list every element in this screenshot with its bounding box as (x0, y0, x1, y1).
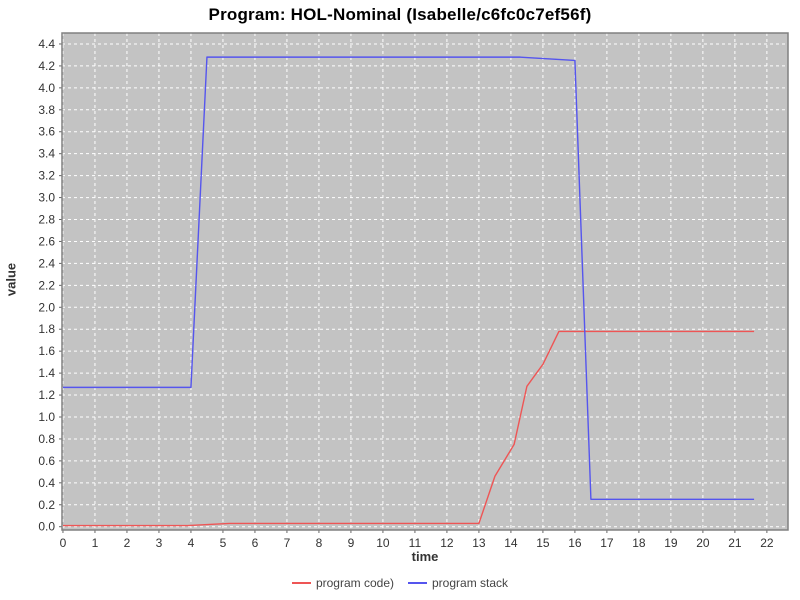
y-tick-label: 1.0 (38, 410, 55, 424)
x-tick-label: 13 (472, 536, 486, 550)
y-tick-label: 4.2 (38, 59, 55, 73)
y-tick-label: 2.6 (38, 234, 55, 248)
x-tick-label: 20 (696, 536, 710, 550)
y-tick-label: 3.4 (38, 147, 55, 161)
x-tick-label: 18 (632, 536, 646, 550)
y-tick-label: 1.8 (38, 322, 55, 336)
legend-label: program code) (315, 576, 394, 590)
x-tick-label: 7 (284, 536, 291, 550)
x-tick-label: 9 (348, 536, 355, 550)
y-tick-label: 4.0 (38, 81, 55, 95)
x-tick-label: 11 (409, 536, 422, 550)
x-tick-label: 14 (504, 536, 518, 550)
y-tick-label: 0.2 (38, 498, 55, 512)
x-tick-label: 22 (760, 536, 774, 550)
x-tick-label: 1 (92, 536, 99, 550)
y-tick-label: 3.2 (38, 169, 55, 183)
x-axis-title: time (411, 549, 439, 564)
y-tick-label: 0.8 (38, 432, 55, 446)
x-tick-label: 8 (316, 536, 323, 550)
y-tick-label: 2.4 (38, 256, 55, 270)
y-tick-label: 3.8 (38, 103, 55, 117)
y-tick-label: 1.2 (38, 388, 55, 402)
x-tick-label: 17 (600, 536, 614, 550)
legend: program code) program stack (0, 576, 800, 590)
y-tick-label: 2.8 (38, 213, 55, 227)
series-line-program-code- (62, 330, 755, 527)
x-tick-label: 21 (728, 536, 742, 550)
x-tick-label: 15 (536, 536, 550, 550)
y-tick-label: 1.4 (38, 366, 55, 380)
x-tick-label: 16 (568, 536, 582, 550)
plot-background (62, 33, 788, 530)
y-tick-label: 0.4 (38, 476, 55, 490)
y-tick-label: 3.0 (38, 191, 55, 205)
x-tick-label: 3 (156, 536, 163, 550)
legend-item: program code) (291, 576, 394, 590)
y-tick-label: 4.4 (38, 37, 55, 51)
y-tick-label: 1.6 (38, 344, 55, 358)
x-tick-label: 2 (124, 536, 131, 550)
series-line-program-stack (62, 56, 755, 500)
y-tick-label: 3.6 (38, 125, 55, 139)
x-tick-label: 6 (252, 536, 259, 550)
legend-line-swatch (291, 582, 311, 584)
plot-border (61, 32, 789, 531)
legend-label: program stack (432, 576, 509, 590)
y-tick-label: 2.2 (38, 278, 55, 292)
x-tick-label: 0 (60, 536, 67, 550)
y-tick-label: 0.6 (38, 454, 55, 468)
x-tick-label: 10 (376, 536, 390, 550)
legend-item: program stack (408, 576, 508, 590)
y-tick-label: 2.0 (38, 300, 55, 314)
x-tick-label: 12 (440, 536, 454, 550)
x-tick-label: 4 (188, 536, 195, 550)
chart-title: Program: HOL-Nominal (Isabelle/c6fc0c7ef… (208, 5, 592, 24)
x-tick-label: 19 (664, 536, 678, 550)
y-tick-label: 0.0 (38, 520, 55, 534)
legend-line-swatch (408, 582, 427, 584)
x-tick-label: 5 (220, 536, 227, 550)
